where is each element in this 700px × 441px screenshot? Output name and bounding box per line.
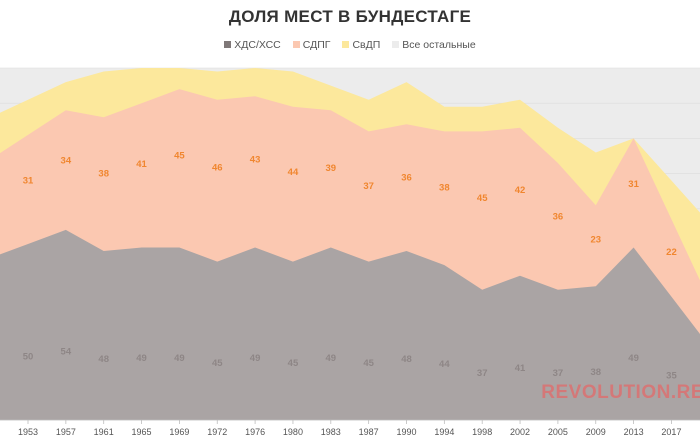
x-tick-label: 2013 [624,427,644,437]
data-label: 49 [174,353,185,364]
data-label: 43 [250,155,261,166]
legend-item[interactable]: СДПГ [292,39,331,51]
legend-label: СвДП [352,39,381,51]
data-label: 45 [212,358,223,369]
legend-label: СДПГ [302,39,331,51]
data-label: 45 [363,358,374,369]
data-label: 48 [401,354,412,365]
data-label: 37 [363,181,374,192]
data-label: 42 [515,185,526,196]
x-tick-label: 1980 [283,427,303,437]
watermark: REVOLUTION.RE [541,382,700,403]
data-label: 36 [553,211,564,222]
data-label: 37 [477,368,488,379]
data-label: 49 [326,353,337,364]
x-tick-label: 1998 [472,427,492,437]
data-label: 38 [590,367,601,378]
legend-item[interactable]: СвДП [342,39,380,51]
data-label: 45 [288,358,299,369]
data-label: 34 [61,156,72,167]
data-label: 23 [590,234,601,245]
x-tick-label: 1957 [56,427,76,437]
x-tick-label: 1987 [359,427,379,437]
data-label: 46 [212,163,223,174]
x-tick-label: 1961 [94,427,114,437]
x-tick-label: 2017 [661,427,681,437]
chart-title: ДОЛЯ МЕСТ В БУНДЕСТАГЕ [228,7,472,26]
data-label: 36 [401,173,412,184]
data-label: 38 [439,183,450,194]
data-label: 54 [61,347,72,358]
area-cdu-csu [0,229,700,420]
data-label: 41 [136,159,147,170]
data-label: 45 [174,151,185,162]
legend-label: ХДС/ХСС [234,39,281,51]
data-label: 41 [515,363,526,374]
legend: ХДС/ХСС СДПГ СвДП Все остальные [0,39,700,51]
x-tick-label: 2009 [586,427,606,437]
data-label: 49 [250,353,261,364]
x-tick-label: 1994 [434,427,454,437]
x-tick-label: 1990 [396,427,416,437]
x-tick-label: 1976 [245,427,265,437]
legend-item[interactable]: Все остальные [392,39,476,51]
legend-label: Все остальные [402,39,476,51]
legend-swatch [292,40,300,48]
legend-swatch [224,40,232,48]
data-label: 39 [326,163,337,174]
data-label: 45 [477,193,488,204]
data-label: 35 [666,371,677,382]
data-label: 44 [439,359,450,370]
data-label: 44 [288,167,299,178]
legend-swatch [342,40,350,48]
legend-item[interactable]: ХДС/ХСС [224,39,281,51]
x-tick-label: 2005 [548,427,568,437]
data-label: 37 [553,368,564,379]
data-label: 31 [628,179,639,190]
x-tick-label: 1983 [321,427,341,437]
x-tick-label: 1969 [169,427,189,437]
x-tick-label: 1972 [207,427,227,437]
x-tick-label: 1965 [132,427,152,437]
legend-swatch [392,40,400,48]
x-tick-label: 2002 [510,427,530,437]
data-label: 48 [98,354,109,365]
data-label: 49 [628,353,639,364]
x-tick-label: 1953 [18,427,38,437]
data-label: 50 [23,352,34,363]
data-label: 31 [23,176,34,187]
data-label: 22 [666,247,677,258]
data-label: 49 [136,353,147,364]
data-label: 38 [98,168,109,179]
